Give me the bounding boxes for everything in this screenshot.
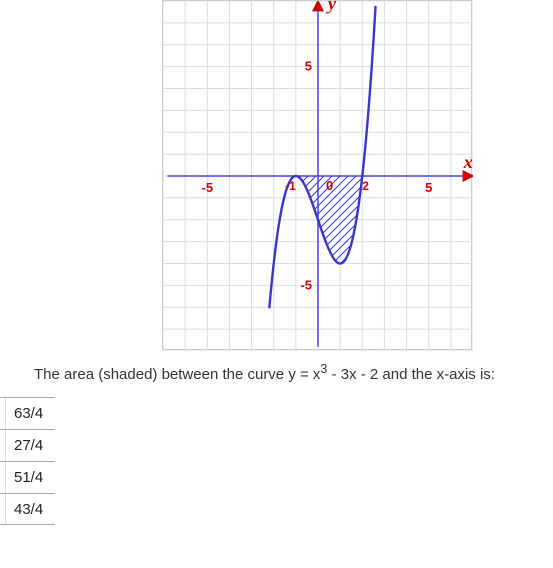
svg-text:0: 0 xyxy=(326,178,333,193)
question-text: The area (shaded) between the curve y = … xyxy=(0,350,553,397)
answer-option[interactable]: 27/4 xyxy=(0,429,55,461)
answer-label: 63/4 xyxy=(6,405,43,422)
answer-option[interactable]: 51/4 xyxy=(0,461,55,493)
svg-text:x: x xyxy=(462,152,472,172)
chart-svg: -5 0 5 -1 2 -5 5 x y xyxy=(163,1,473,351)
root: -5 0 5 -1 2 -5 5 x y The area (shaded) between t… xyxy=(0,0,553,535)
svg-text:-5: -5 xyxy=(201,180,213,195)
answer-label: 51/4 xyxy=(6,469,43,486)
answers-list: 63/4 27/4 51/4 43/4 xyxy=(0,397,553,535)
svg-text:-1: -1 xyxy=(285,179,296,193)
chart-container: -5 0 5 -1 2 -5 5 x y xyxy=(0,0,553,350)
svg-text:y: y xyxy=(326,1,337,13)
svg-text:2: 2 xyxy=(362,179,369,193)
answer-option[interactable]: 43/4 xyxy=(0,493,55,525)
answer-option[interactable]: 63/4 xyxy=(0,397,55,429)
answer-label: 43/4 xyxy=(6,501,43,518)
answer-label: 27/4 xyxy=(6,437,43,454)
svg-text:-5: -5 xyxy=(300,277,312,292)
svg-text:5: 5 xyxy=(425,180,432,195)
svg-text:5: 5 xyxy=(304,59,311,74)
chart: -5 0 5 -1 2 -5 5 x y xyxy=(162,0,472,350)
